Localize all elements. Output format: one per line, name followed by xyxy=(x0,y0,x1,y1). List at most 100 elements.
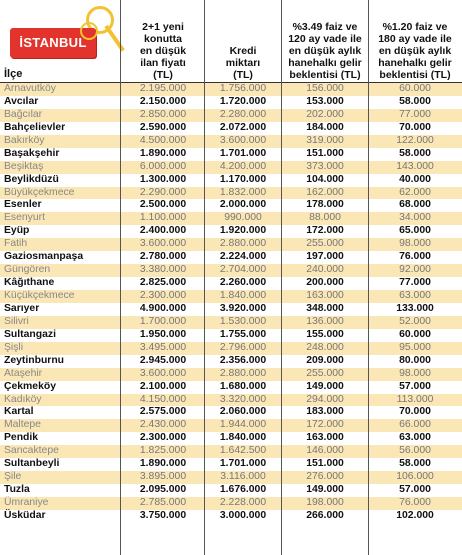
istanbul-tag-logo: İSTANBUL xyxy=(10,6,125,62)
district-cell: Eyüp xyxy=(4,225,30,237)
table-row: Bağcılar 2.850.000 2.280.000 202.000 77.000 xyxy=(0,108,462,122)
income-120-cell: 151.000 xyxy=(306,147,344,159)
loan-cell: 1.920.000 xyxy=(219,225,267,237)
district-cell: Şile xyxy=(4,471,22,483)
income-120-cell: 255.000 xyxy=(306,367,344,379)
column-divider xyxy=(204,0,205,555)
income-180-cell: 143.000 xyxy=(396,160,434,172)
district-cell: Çekmeköy xyxy=(4,380,56,392)
table-row: Bakırköy 4.500.000 3.600.000 319.000 122.000 xyxy=(0,134,462,148)
income-180-cell: 106.000 xyxy=(396,471,434,483)
income-120-cell: 373.000 xyxy=(306,160,344,172)
income-180-cell: 40.000 xyxy=(399,173,431,185)
loan-cell: 1.832.000 xyxy=(219,186,267,198)
header-district: İlçe xyxy=(4,68,23,80)
table-row: Fatih 3.600.000 2.880.000 255.000 98.000 xyxy=(0,238,462,252)
income-120-cell: 153.000 xyxy=(306,95,344,107)
loan-cell: 2.260.000 xyxy=(219,277,267,289)
income-120-cell: 248.000 xyxy=(306,341,344,353)
table-row: Kâğıthane 2.825.000 2.260.000 200.000 77.000 xyxy=(0,277,462,290)
income-120-cell: 184.000 xyxy=(306,121,344,133)
table-row: Silivri 1.700.000 1.530.000 136.000 52.000 xyxy=(0,315,462,329)
price-cell: 2.195.000 xyxy=(139,83,187,94)
district-cell: Bakırköy xyxy=(4,134,45,146)
price-cell: 2.945.000 xyxy=(139,354,187,366)
loan-cell: 3.320.000 xyxy=(219,393,267,405)
table-row: Gaziosmanpaşa 2.780.000 2.224.000 197.000 76… xyxy=(0,251,462,264)
price-cell: 2.300.000 xyxy=(139,290,187,301)
income-120-cell: 266.000 xyxy=(306,509,344,521)
income-180-cell: 102.000 xyxy=(396,509,434,521)
loan-cell: 1.701.000 xyxy=(219,147,267,159)
income-120-cell: 88.000 xyxy=(309,212,341,224)
table-row: Ataşehir 3.600.000 2.880.000 255.000 98.000 xyxy=(0,367,462,381)
header-loan: Kredi miktarı (TL) xyxy=(225,45,261,81)
income-180-cell: 58.000 xyxy=(399,95,431,107)
income-180-cell: 80.000 xyxy=(399,354,431,366)
column-divider xyxy=(281,0,282,555)
district-cell: Küçükçekmece xyxy=(4,290,75,301)
income-120-cell: 255.000 xyxy=(306,238,344,250)
price-cell: 1.300.000 xyxy=(139,173,187,185)
price-cell: 1.100.000 xyxy=(139,212,187,224)
district-cell: Bağcılar xyxy=(4,108,43,120)
district-cell: Başakşehir xyxy=(4,147,60,159)
tag-label: İSTANBUL xyxy=(19,35,87,50)
income-120-cell: 319.000 xyxy=(306,134,344,146)
income-180-cell: 92.000 xyxy=(399,264,431,276)
loan-cell: 1.701.000 xyxy=(219,458,267,470)
loan-cell: 1.720.000 xyxy=(219,95,267,107)
income-180-cell: 70.000 xyxy=(399,121,431,133)
income-120-cell: 155.000 xyxy=(306,328,344,340)
loan-cell: 3.600.000 xyxy=(219,134,267,146)
price-cell: 3.380.000 xyxy=(139,264,187,276)
income-120-cell: 348.000 xyxy=(306,302,344,314)
loan-cell: 1.530.000 xyxy=(219,315,267,327)
table-row: Tuzla 2.095.000 1.676.000 149.000 57.000 xyxy=(0,484,462,497)
table-row: Esenyurt 1.100.000 990.000 88.000 34.000 xyxy=(0,212,462,226)
district-cell: Şişli xyxy=(4,341,24,353)
loan-cell: 1.680.000 xyxy=(219,380,267,392)
price-cell: 1.890.000 xyxy=(139,458,187,470)
income-120-cell: 202.000 xyxy=(306,108,344,120)
loan-cell: 1.756.000 xyxy=(219,83,267,94)
price-cell: 1.700.000 xyxy=(139,315,187,327)
income-120-cell: 294.000 xyxy=(306,393,344,405)
key-icon xyxy=(86,6,114,34)
table-row: Büyükçekmece 2.290.000 1.832.000 162.000 62.… xyxy=(0,186,462,200)
income-180-cell: 133.000 xyxy=(396,302,434,314)
income-180-cell: 66.000 xyxy=(399,419,431,431)
table-row: Sultangazi 1.950.000 1.755.000 155.000 60.00… xyxy=(0,329,462,342)
table-row: Küçükçekmece 2.300.000 1.840.000 163.000 63.… xyxy=(0,290,462,303)
district-cell: Silivri xyxy=(4,315,29,327)
price-cell: 1.890.000 xyxy=(139,147,187,159)
loan-cell: 2.228.000 xyxy=(219,497,267,508)
income-180-cell: 52.000 xyxy=(399,315,431,327)
district-cell: Esenler xyxy=(4,199,42,211)
price-cell: 2.500.000 xyxy=(139,199,187,211)
income-120-cell: 162.000 xyxy=(306,186,344,198)
income-180-cell: 122.000 xyxy=(396,134,434,146)
district-cell: Kartal xyxy=(4,406,34,418)
price-cell: 4.900.000 xyxy=(139,302,187,314)
loan-cell: 1.676.000 xyxy=(219,484,267,496)
price-cell: 2.575.000 xyxy=(139,406,187,418)
table-row: Pendik 2.300.000 1.840.000 163.000 63.000 xyxy=(0,432,462,445)
income-180-cell: 34.000 xyxy=(399,212,431,224)
income-180-cell: 60.000 xyxy=(399,328,431,340)
income-180-cell: 56.000 xyxy=(399,445,431,457)
income-180-cell: 62.000 xyxy=(399,186,431,198)
price-cell: 4.150.000 xyxy=(139,393,187,405)
loan-cell: 3.920.000 xyxy=(219,302,267,314)
income-180-cell: 98.000 xyxy=(399,238,431,250)
loan-cell: 2.880.000 xyxy=(219,238,267,250)
income-120-cell: 209.000 xyxy=(306,354,344,366)
income-120-cell: 149.000 xyxy=(306,484,344,496)
table-row: Sancaktepe 1.825.000 1.642.500 146.000 56.00… xyxy=(0,445,462,459)
table-row: Ümraniye 2.785.000 2.228.000 198.000 76.000 xyxy=(0,497,462,510)
loan-cell: 4.200.000 xyxy=(219,160,267,172)
loan-cell: 2.072.000 xyxy=(219,121,267,133)
income-120-cell: 240.000 xyxy=(306,264,344,276)
tag-hole xyxy=(80,22,98,40)
